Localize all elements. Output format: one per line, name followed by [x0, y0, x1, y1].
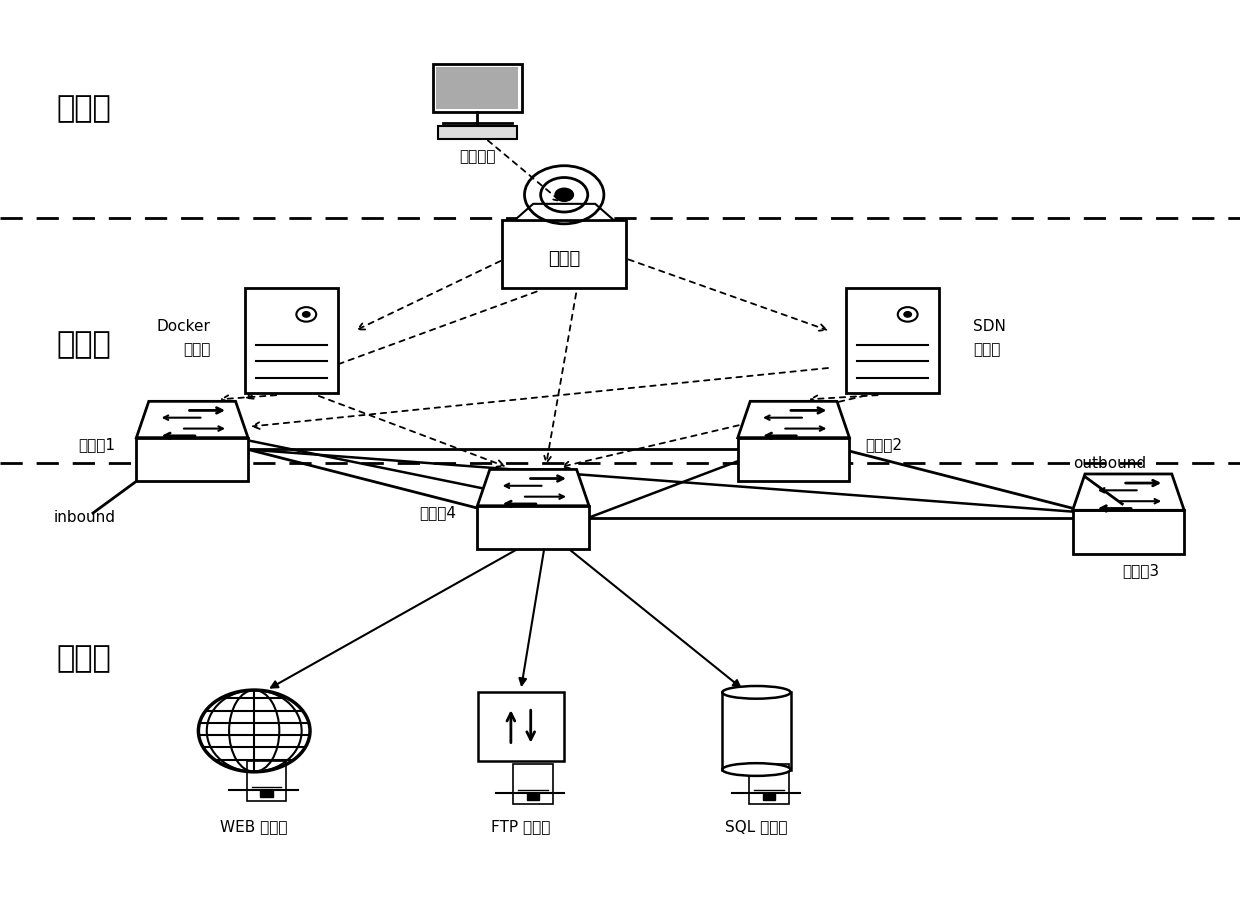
FancyBboxPatch shape — [438, 126, 517, 139]
Text: 控制器: 控制器 — [973, 342, 1001, 357]
Circle shape — [554, 188, 574, 202]
Text: 交换机4: 交换机4 — [419, 506, 456, 520]
Text: SQL 服务器: SQL 服务器 — [725, 819, 787, 834]
FancyBboxPatch shape — [513, 764, 553, 804]
Ellipse shape — [722, 763, 791, 775]
Circle shape — [198, 690, 310, 772]
Text: FTP 服务器: FTP 服务器 — [491, 819, 551, 834]
FancyBboxPatch shape — [244, 288, 337, 392]
Polygon shape — [136, 401, 248, 438]
FancyBboxPatch shape — [260, 790, 273, 797]
FancyBboxPatch shape — [527, 793, 539, 800]
Text: SDN: SDN — [973, 320, 1007, 334]
Text: 交换机2: 交换机2 — [866, 438, 903, 452]
Polygon shape — [515, 203, 614, 220]
Text: 交换机3: 交换机3 — [1122, 563, 1159, 577]
FancyBboxPatch shape — [136, 438, 248, 481]
FancyBboxPatch shape — [1073, 510, 1184, 554]
Text: Docker: Docker — [157, 320, 211, 334]
Circle shape — [904, 311, 911, 317]
Polygon shape — [738, 401, 849, 438]
Text: 应用层: 应用层 — [57, 94, 112, 123]
FancyBboxPatch shape — [749, 764, 789, 804]
Text: 控制层: 控制层 — [57, 331, 112, 360]
FancyBboxPatch shape — [477, 692, 563, 761]
Polygon shape — [1073, 474, 1184, 510]
Text: 运维系统: 运维系统 — [459, 150, 496, 164]
Text: 交换机1: 交换机1 — [78, 438, 115, 452]
Polygon shape — [477, 469, 589, 506]
FancyBboxPatch shape — [738, 438, 849, 481]
FancyBboxPatch shape — [477, 506, 589, 549]
FancyBboxPatch shape — [436, 67, 518, 109]
Text: 协调器: 协调器 — [548, 250, 580, 268]
Text: 管理器: 管理器 — [184, 342, 211, 357]
FancyBboxPatch shape — [846, 288, 940, 392]
Text: 物理层: 物理层 — [57, 644, 112, 673]
FancyBboxPatch shape — [247, 761, 286, 801]
FancyBboxPatch shape — [763, 793, 775, 800]
Text: inbound: inbound — [53, 510, 115, 525]
Text: outbound: outbound — [1074, 456, 1146, 470]
FancyBboxPatch shape — [722, 692, 791, 770]
Ellipse shape — [722, 686, 791, 699]
Circle shape — [303, 311, 310, 317]
FancyBboxPatch shape — [502, 220, 626, 288]
FancyBboxPatch shape — [433, 64, 522, 112]
Text: WEB 服务器: WEB 服务器 — [221, 819, 288, 834]
